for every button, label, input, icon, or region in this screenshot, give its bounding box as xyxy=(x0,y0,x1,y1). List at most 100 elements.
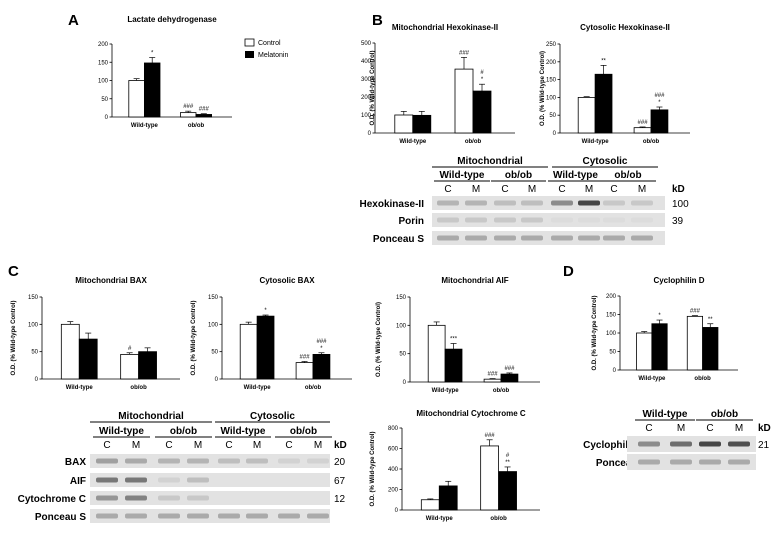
blot-lane-label: C xyxy=(645,423,652,434)
blot-band xyxy=(96,477,118,483)
y-tick-label: 200 xyxy=(546,60,557,66)
panel-label-b: B xyxy=(372,12,383,29)
blot-row-label: Ponceau S xyxy=(35,512,86,523)
chart-title: Cytosolic Hexokinase-II xyxy=(580,23,670,32)
blot-band xyxy=(728,459,750,465)
blot-c: Mitochondrial Cytosolic Wild-type ob/ob Wild… xyxy=(18,411,347,523)
y-tick-label: 50 xyxy=(101,97,108,103)
blot-band xyxy=(494,217,516,223)
blot-strip xyxy=(432,213,665,227)
blot-subgroup-label: ob/ob xyxy=(505,170,532,181)
blot-lane-label: M xyxy=(253,440,261,451)
chart-5: Cytosolic BAX 0 50 100 150 O.D. (% Wild-type … xyxy=(191,276,352,391)
blot-kd-value: 39 xyxy=(672,216,684,227)
x-tick-label: ob/ob xyxy=(305,385,322,391)
y-tick-label: 100 xyxy=(361,113,372,119)
legend-swatch-control xyxy=(244,38,255,47)
y-axis-label: O.D. (% Wild-type Control) xyxy=(11,301,17,376)
blot-band xyxy=(631,200,653,206)
blot-lane-label: M xyxy=(194,440,202,451)
y-tick-label: 600 xyxy=(388,447,399,453)
bar-melatonin xyxy=(143,62,161,118)
x-tick-label: Wild-type xyxy=(638,376,666,382)
blot-strip xyxy=(90,491,330,505)
bar-control xyxy=(179,112,197,118)
y-tick-label: 800 xyxy=(388,426,399,432)
blot-row-label: Hexokinase-II xyxy=(360,199,425,210)
bar-control xyxy=(480,445,500,511)
blot-lane-label: M xyxy=(472,184,480,195)
x-tick-label: Wild-type xyxy=(432,388,460,394)
blot-kd-header: kD xyxy=(334,440,347,451)
bar-control xyxy=(427,324,446,383)
panel-label-c: C xyxy=(8,263,19,280)
blot-lane-label: M xyxy=(638,184,646,195)
bar-control xyxy=(577,97,596,134)
significance-label: ### xyxy=(316,339,327,345)
blot-band xyxy=(638,459,660,465)
y-tick-label: 250 xyxy=(546,42,557,48)
blot-band xyxy=(125,458,147,464)
x-tick-label: ob/ob xyxy=(493,388,510,394)
significance-label: * xyxy=(264,308,267,314)
x-tick-label: Wild-type xyxy=(131,123,159,129)
blot-row-label: Ponceau S xyxy=(596,458,647,469)
y-tick-label: 150 xyxy=(396,295,407,301)
blot-band xyxy=(521,200,543,206)
y-tick-label: 100 xyxy=(546,95,557,101)
blot-row-label: AIF xyxy=(70,476,86,487)
blot-subgroup-label: ob/ob xyxy=(290,426,317,437)
y-tick-label: 150 xyxy=(98,60,109,66)
blot-band xyxy=(278,513,300,519)
significance-label: ### xyxy=(654,93,665,99)
chart-title: Mitochondrial BAX xyxy=(75,276,147,285)
bar-control xyxy=(636,332,653,371)
blot-strip xyxy=(90,473,330,487)
y-axis-label: O.D. (% Wild-type Control) xyxy=(376,302,382,377)
blot-band xyxy=(578,217,600,223)
significance-label: ### xyxy=(485,433,496,439)
blot-strip xyxy=(432,231,665,245)
significance-label: # xyxy=(128,346,132,352)
blot-band xyxy=(603,235,625,241)
blot-band xyxy=(603,217,625,223)
blot-lane-label: M xyxy=(735,423,743,434)
y-axis-label: O.D. (% Wild-type Control) xyxy=(592,296,598,371)
significance-label: ** xyxy=(708,317,713,323)
chart-6: Mitochondrial AIF 0 50 100 150 O.D. (% Wild-t… xyxy=(376,276,540,394)
y-tick-label: 200 xyxy=(361,95,372,101)
blot-band xyxy=(578,235,600,241)
blot-band xyxy=(699,441,721,447)
y-tick-label: 50 xyxy=(549,113,556,119)
blot-band xyxy=(96,513,118,519)
chart-2: Mitochondrial Hexokinase-II 0 100 200 300 400… xyxy=(361,23,515,145)
x-tick-label: ob/ob xyxy=(694,376,711,382)
bar-melatonin xyxy=(651,323,668,371)
blot-band xyxy=(158,477,180,483)
y-tick-label: 0 xyxy=(215,377,219,383)
blot-band xyxy=(96,458,118,464)
blot-band xyxy=(465,235,487,241)
y-tick-label: 0 xyxy=(368,131,372,137)
y-tick-label: 150 xyxy=(546,78,557,84)
blot-band xyxy=(125,513,147,519)
y-tick-label: 500 xyxy=(361,41,372,47)
significance-label: ### xyxy=(300,355,311,361)
blot-band xyxy=(218,513,240,519)
y-tick-label: 100 xyxy=(396,323,407,329)
blot-lane-label: C xyxy=(558,184,565,195)
y-tick-label: 100 xyxy=(606,331,617,337)
blot-kd-value: 20 xyxy=(334,457,346,468)
blot-lane-label: M xyxy=(132,440,140,451)
blot-kd-value: 67 xyxy=(334,476,346,487)
bar-control xyxy=(295,362,314,380)
bar-control xyxy=(420,499,440,511)
blot-band xyxy=(437,235,459,241)
blot-band xyxy=(187,458,209,464)
bar-melatonin xyxy=(500,373,519,383)
blot-band xyxy=(125,477,147,483)
significance-label: ### xyxy=(199,107,210,113)
bar-control xyxy=(454,68,474,134)
